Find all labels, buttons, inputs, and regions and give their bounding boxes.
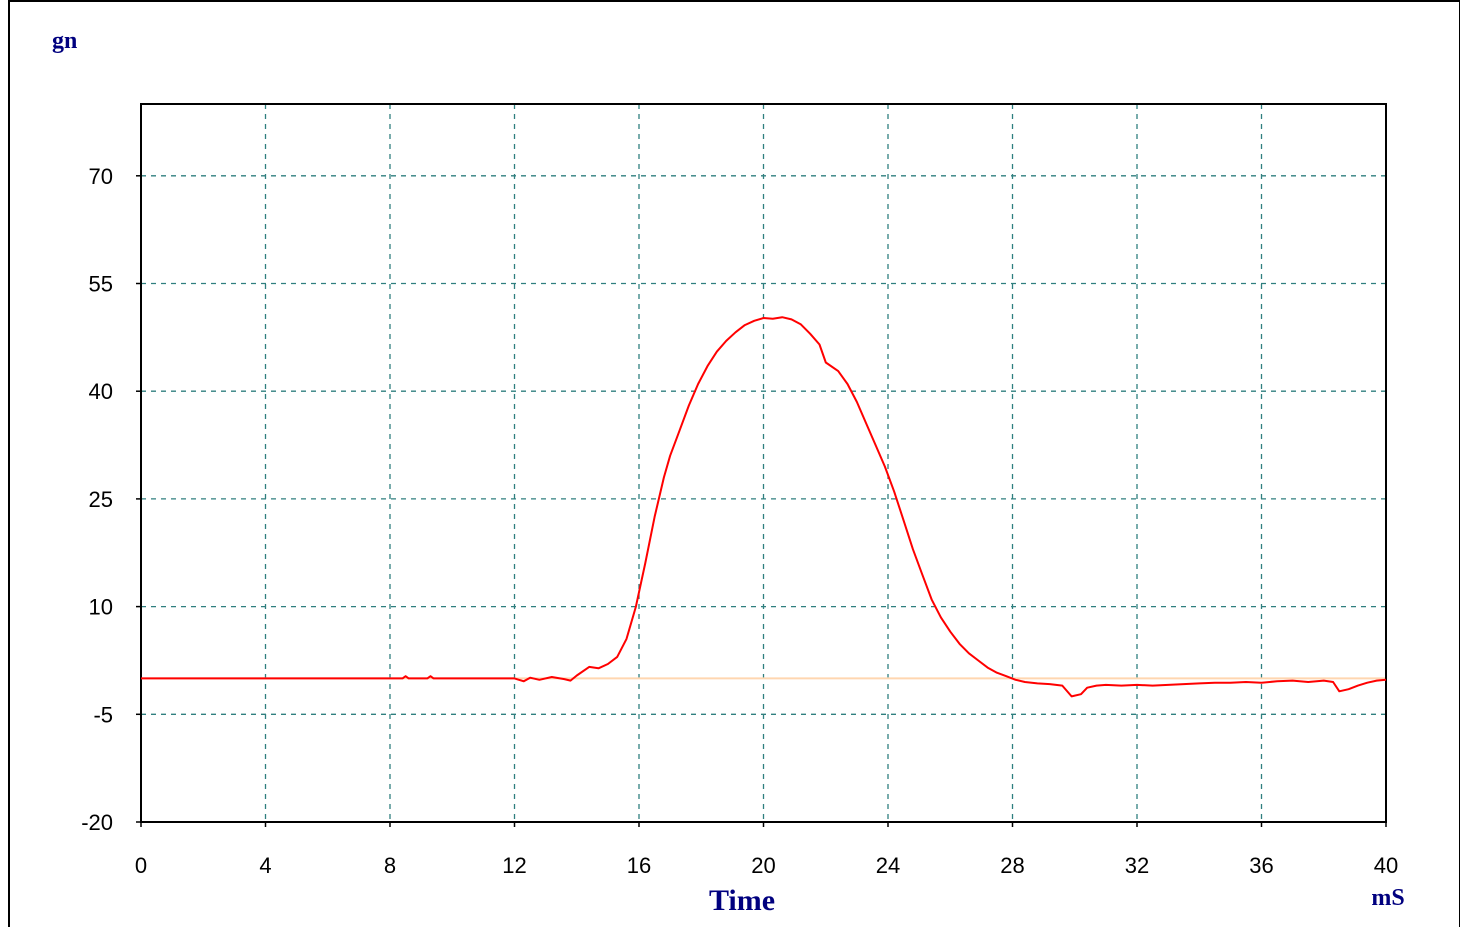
grid-lines xyxy=(141,104,1386,822)
x-tick-label: 12 xyxy=(502,853,526,878)
y-tick-label: 25 xyxy=(89,487,113,512)
x-tick-label: 32 xyxy=(1125,853,1149,878)
y-tick-label: -5 xyxy=(93,702,113,727)
y-tick-label: 55 xyxy=(89,272,113,297)
x-tick-label: 40 xyxy=(1374,853,1398,878)
x-tick-label: 16 xyxy=(627,853,651,878)
y-axis-ticks: 70 55 40 25 10 -5 -20 xyxy=(81,164,141,835)
y-tick-label: -20 xyxy=(81,810,113,835)
x-tick-label: 0 xyxy=(135,853,147,878)
y-tick-label: 70 xyxy=(89,164,113,189)
x-tick-label: 28 xyxy=(1000,853,1024,878)
x-tick-label: 4 xyxy=(259,853,271,878)
y-axis-unit-label: gn xyxy=(52,28,77,54)
x-tick-label: 24 xyxy=(876,853,900,878)
y-tick-label: 10 xyxy=(89,595,113,620)
x-axis-unit-label: mS xyxy=(1371,885,1404,911)
x-tick-label: 36 xyxy=(1249,853,1273,878)
x-tick-label: 8 xyxy=(384,853,396,878)
x-tick-label: 20 xyxy=(751,853,775,878)
x-axis-label: Time xyxy=(709,884,775,917)
x-axis-ticks: 0 4 8 12 16 20 24 28 32 36 40 xyxy=(135,822,1398,878)
y-tick-label: 40 xyxy=(89,379,113,404)
